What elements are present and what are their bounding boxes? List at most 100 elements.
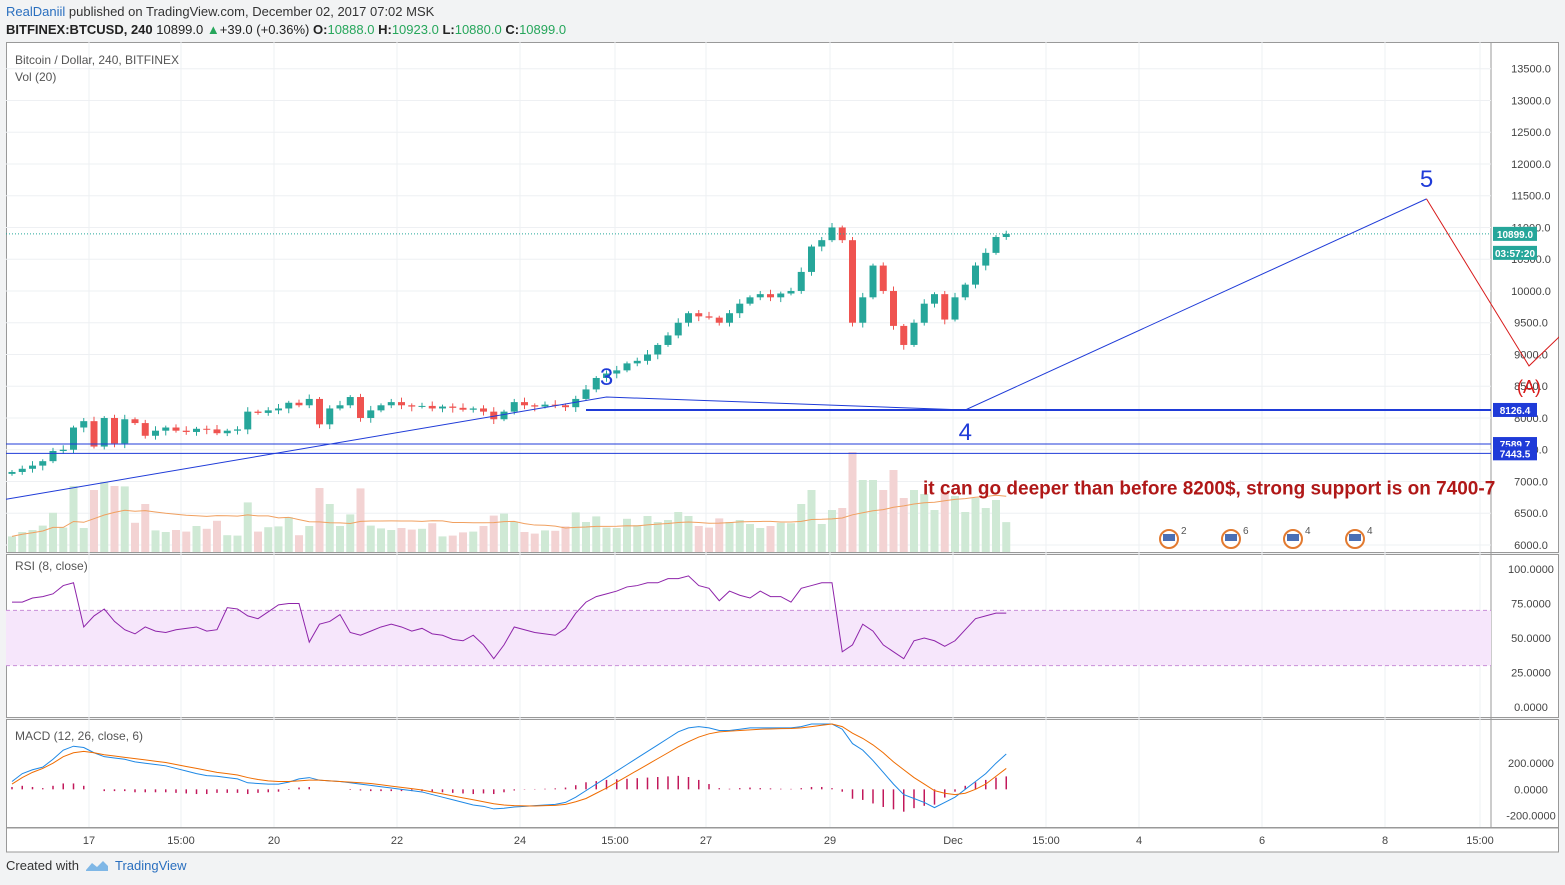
candle-body (357, 397, 364, 418)
rsi-tick-label: 25.0000 (1511, 668, 1551, 680)
price-tick-label: 13500.0 (1511, 64, 1551, 76)
candle-body (295, 402, 303, 406)
candle-body (193, 428, 200, 432)
ohlc-line: BITFINEX:BTCUSD, 240 10899.0 ▲+39.0 (+0.… (6, 22, 566, 37)
volume-bar (735, 520, 744, 552)
candle-body (951, 297, 959, 320)
wave-label: 3 (600, 364, 613, 391)
volume-bar (787, 523, 795, 552)
open-value: 10888.0 (327, 22, 375, 37)
candle-body (920, 303, 928, 323)
time-tick-label: 15:00 (1466, 835, 1494, 847)
price-tick-label: 12500.0 (1511, 127, 1551, 139)
volume-bar (674, 512, 683, 552)
volume-bar (459, 532, 467, 552)
volume-bar (315, 488, 324, 552)
price-axis-badge-label: 7589.7 (1500, 440, 1531, 451)
candle-body (674, 322, 682, 336)
volume-bar (8, 536, 16, 552)
candle-body (326, 408, 334, 425)
volume-bar (828, 510, 836, 552)
low-label: L: (442, 22, 455, 37)
time-tick-label: 24 (514, 835, 526, 847)
volume-bar (161, 532, 170, 552)
time-tick-label: 15:00 (1032, 835, 1060, 847)
chart-title: Bitcoin / Dollar, 240, BITFINEX (15, 53, 179, 67)
author-link[interactable]: RealDaniil (6, 4, 66, 19)
candle-body (592, 377, 600, 390)
candle-body (285, 402, 293, 409)
volume-bar (920, 494, 929, 552)
candle-body (654, 344, 662, 355)
price-tick-label: 6000.0 (1514, 540, 1548, 552)
candle-body (603, 373, 610, 378)
tradingview-brand[interactable]: TradingView (114, 858, 187, 873)
time-tick-label: 15:00 (601, 835, 629, 847)
price-tick-label: 10000.0 (1511, 286, 1551, 298)
candle-body (59, 449, 67, 452)
candle-body (828, 227, 836, 241)
volume-bar (18, 532, 27, 552)
chart-svg[interactable]: 13500.013000.012500.012000.011500.011000… (5, 42, 1565, 854)
price-change: +39.0 (+0.36%) (219, 22, 310, 37)
price-tick-label: 8500.0 (1514, 381, 1548, 393)
time-tick-label: 15:00 (167, 835, 195, 847)
volume-bar (664, 520, 672, 552)
low-value: 10880.0 (454, 22, 502, 37)
candle-body (8, 471, 16, 474)
volume-bar (940, 492, 949, 552)
candle-body (459, 407, 467, 410)
volume-bar (49, 512, 57, 552)
candle-body (275, 408, 282, 411)
volume-bar (766, 526, 775, 552)
candle-body (244, 411, 252, 430)
candle-body (531, 405, 539, 407)
volume-bar (1002, 522, 1011, 552)
volume-bar (981, 508, 990, 552)
volume-bar (469, 531, 478, 552)
volume-bar (715, 518, 724, 552)
price-axis-badge-label: 8126.4 (1500, 406, 1531, 417)
publish-line: RealDaniil published on TradingView.com,… (6, 4, 434, 19)
candle-body (582, 389, 590, 399)
time-tick-label: Dec (943, 835, 963, 847)
price-tick-label: 10500.0 (1511, 254, 1551, 266)
volume-bar (407, 529, 416, 552)
chart-area[interactable]: 13500.013000.012500.012000.011500.011000… (5, 42, 1565, 854)
candle-body (111, 417, 118, 444)
macd-tick-label: 200.0000 (1508, 758, 1554, 770)
time-tick-label: 20 (268, 835, 280, 847)
price-tick-label: 9000.0 (1514, 349, 1548, 361)
price-tick-label: 12000.0 (1511, 159, 1551, 171)
volume-bar (110, 486, 119, 552)
candle-body (838, 227, 846, 241)
candle-body (387, 402, 395, 406)
candle-body (152, 430, 159, 436)
volume-bar (243, 502, 252, 552)
volume-bar (284, 517, 293, 552)
price-tick-label: 9500.0 (1514, 318, 1548, 330)
volume-bar (28, 530, 37, 552)
volume-bar (69, 486, 78, 552)
candle-body (705, 316, 713, 318)
volume-bar (387, 530, 396, 552)
volume-label: Vol (20) (15, 70, 56, 84)
wave-label: 4 (959, 419, 972, 446)
volume-bar (961, 512, 970, 552)
volume-bar (172, 530, 180, 552)
candle-body (428, 405, 436, 409)
candle-body (29, 465, 36, 469)
candle-body (879, 265, 887, 291)
volume-bar (520, 532, 529, 552)
candle-body (900, 325, 908, 345)
candle-body (859, 297, 867, 323)
volume-bar (653, 522, 662, 552)
event-flag-icon (1225, 534, 1237, 541)
candle-body (562, 405, 569, 408)
candle-body (664, 335, 672, 345)
candle-body (131, 419, 139, 424)
volume-bar (305, 526, 314, 552)
volume-bar (612, 528, 621, 552)
main-panel (6, 42, 1559, 553)
volume-bar (366, 525, 375, 552)
